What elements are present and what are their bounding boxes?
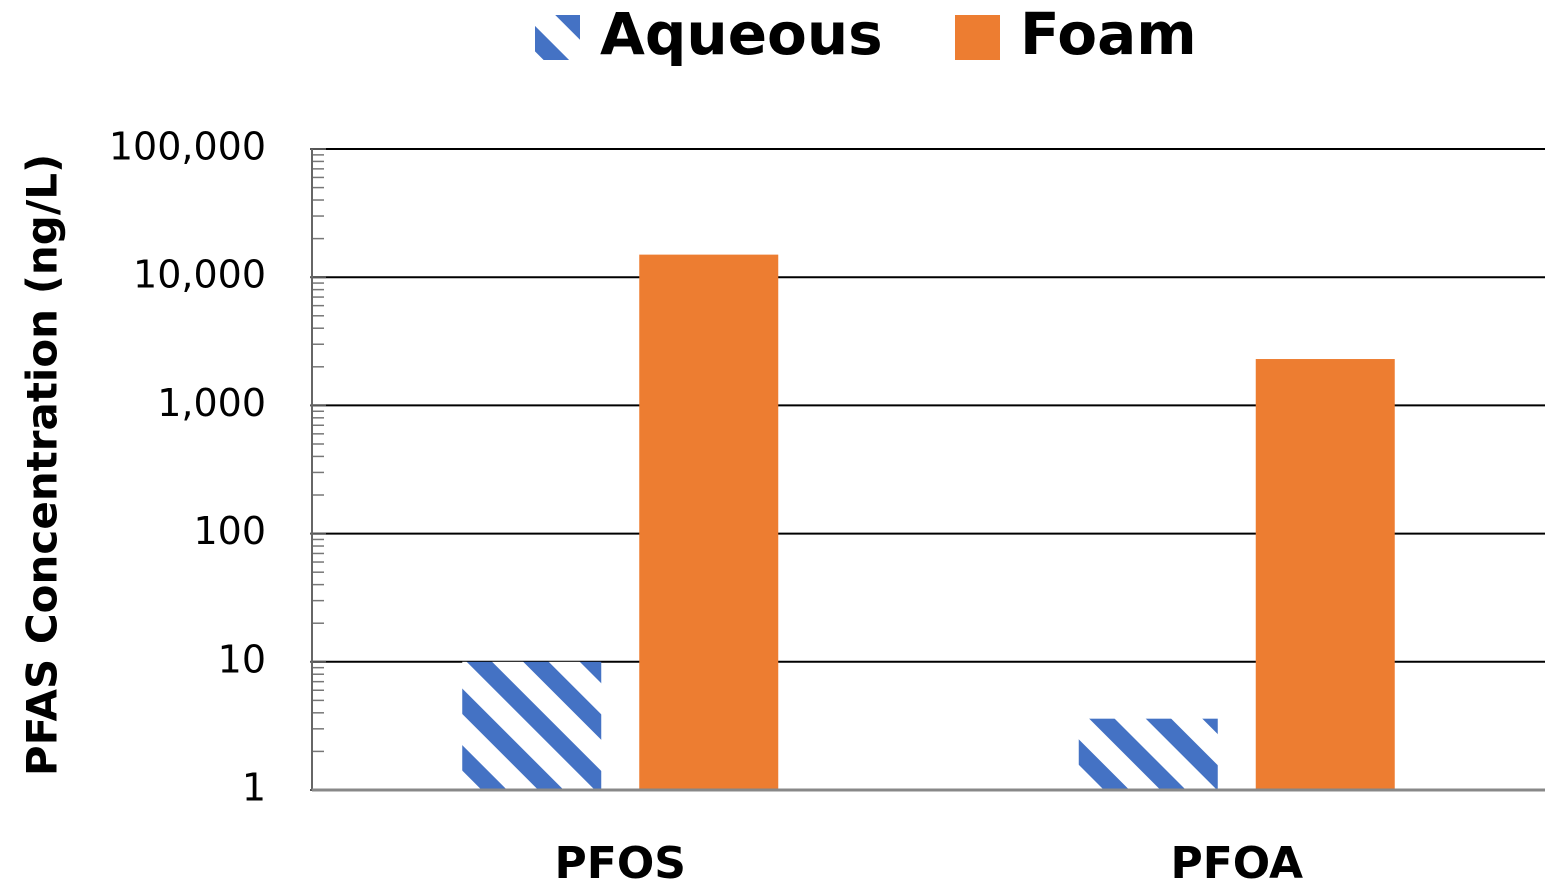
bar [1255, 359, 1395, 790]
y-axis-label: PFAS Concentration (ng/L) [18, 154, 67, 776]
x-tick-label: PFOS [555, 838, 686, 889]
y-tick-label: 100 [193, 509, 266, 553]
bar [462, 661, 602, 790]
x-tick-label: PFOA [1170, 838, 1303, 889]
y-tick-label: 10,000 [133, 253, 266, 297]
legend-swatch [955, 15, 1000, 60]
y-tick-label: 10 [218, 637, 266, 681]
legend-swatch [535, 15, 580, 60]
y-tick-label: 1,000 [157, 381, 266, 425]
bar [639, 254, 779, 790]
legend-label: Aqueous [600, 0, 883, 68]
bar [1078, 718, 1218, 790]
y-tick-label: 100,000 [109, 125, 266, 169]
legend-label: Foam [1020, 0, 1197, 68]
y-tick-label: 1 [242, 766, 266, 810]
